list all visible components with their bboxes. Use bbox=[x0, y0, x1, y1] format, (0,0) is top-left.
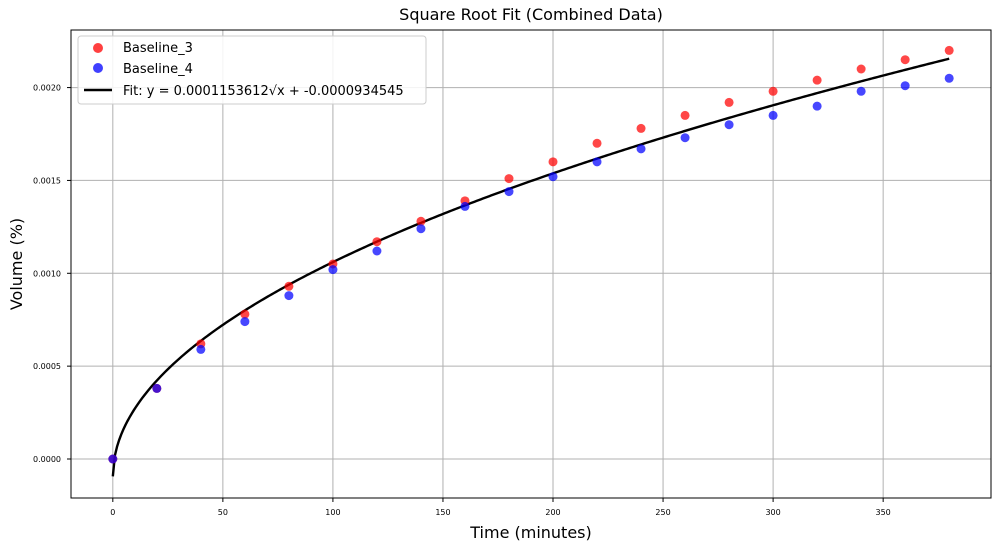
point-baseline-4 bbox=[724, 120, 734, 130]
point-baseline-3 bbox=[592, 138, 602, 148]
legend-box bbox=[77, 35, 427, 105]
points-layer bbox=[108, 45, 954, 464]
y-tick-label: 0.0005 bbox=[33, 362, 61, 371]
point-baseline-4 bbox=[548, 172, 558, 182]
y-axis-label: Volume (%) bbox=[7, 218, 26, 310]
point-baseline-3 bbox=[724, 97, 734, 107]
legend-marker-baseline-4 bbox=[93, 63, 103, 73]
point-baseline-4 bbox=[240, 317, 250, 327]
x-tick-label: 250 bbox=[655, 508, 670, 517]
point-baseline-4 bbox=[944, 73, 954, 83]
x-tick-label: 150 bbox=[435, 508, 450, 517]
y-tick-label: 0.0000 bbox=[33, 455, 61, 464]
point-baseline-4 bbox=[900, 81, 910, 91]
x-tick-label: 200 bbox=[545, 508, 560, 517]
point-baseline-4 bbox=[504, 187, 514, 197]
point-baseline-4 bbox=[328, 265, 338, 275]
point-baseline-4 bbox=[680, 133, 690, 143]
point-baseline-3 bbox=[900, 55, 910, 65]
point-baseline-3 bbox=[240, 309, 250, 319]
x-tick-label: 300 bbox=[765, 508, 780, 517]
point-baseline-3 bbox=[372, 237, 382, 247]
y-tick-label: 0.0015 bbox=[33, 176, 61, 185]
point-baseline-3 bbox=[416, 216, 426, 226]
point-baseline-4 bbox=[108, 454, 118, 464]
fit-line bbox=[111, 57, 950, 477]
legend: Baseline_3 Baseline_4 Fit: y = 0.0001153… bbox=[77, 35, 427, 105]
x-axis-ticks: 0 50 100 150 200 250 300 350 bbox=[110, 498, 891, 517]
point-baseline-4 bbox=[196, 344, 206, 354]
x-tick-label: 100 bbox=[325, 508, 340, 517]
point-baseline-3 bbox=[504, 174, 514, 184]
point-baseline-4 bbox=[592, 157, 602, 167]
x-axis-label: Time (minutes) bbox=[469, 523, 592, 542]
legend-label-fit: Fit: y = 0.0001153612√x + -0.0000934545 bbox=[123, 84, 404, 99]
x-tick-label: 0 bbox=[110, 508, 115, 517]
fit-line-layer bbox=[111, 57, 950, 477]
point-baseline-3 bbox=[680, 110, 690, 120]
y-tick-label: 0.0020 bbox=[33, 84, 61, 93]
point-baseline-3 bbox=[636, 123, 646, 133]
point-baseline-4 bbox=[856, 86, 866, 96]
point-baseline-4 bbox=[768, 110, 778, 120]
point-baseline-4 bbox=[152, 383, 162, 393]
point-baseline-4 bbox=[372, 246, 382, 256]
legend-marker-baseline-3 bbox=[93, 43, 103, 53]
y-tick-label: 0.0010 bbox=[33, 269, 61, 278]
legend-label-baseline-3: Baseline_3 bbox=[123, 41, 193, 56]
chart-title: Square Root Fit (Combined Data) bbox=[399, 5, 663, 24]
point-baseline-4 bbox=[636, 144, 646, 154]
legend-label-baseline-4: Baseline_4 bbox=[123, 62, 193, 77]
x-tick-label: 350 bbox=[876, 508, 891, 517]
point-baseline-3 bbox=[548, 157, 558, 167]
point-baseline-3 bbox=[768, 86, 778, 96]
x-tick-label: 50 bbox=[218, 508, 228, 517]
point-baseline-3 bbox=[856, 64, 866, 74]
plot-frame bbox=[70, 29, 992, 499]
point-baseline-3 bbox=[944, 45, 954, 55]
point-baseline-3 bbox=[284, 281, 294, 291]
point-baseline-3 bbox=[812, 75, 822, 85]
point-baseline-4 bbox=[284, 291, 294, 301]
point-baseline-4 bbox=[416, 224, 426, 234]
point-baseline-4 bbox=[812, 101, 822, 111]
y-axis-ticks: 0.0000 0.0005 0.0010 0.0015 0.0020 bbox=[33, 84, 71, 464]
point-baseline-4 bbox=[460, 201, 470, 211]
